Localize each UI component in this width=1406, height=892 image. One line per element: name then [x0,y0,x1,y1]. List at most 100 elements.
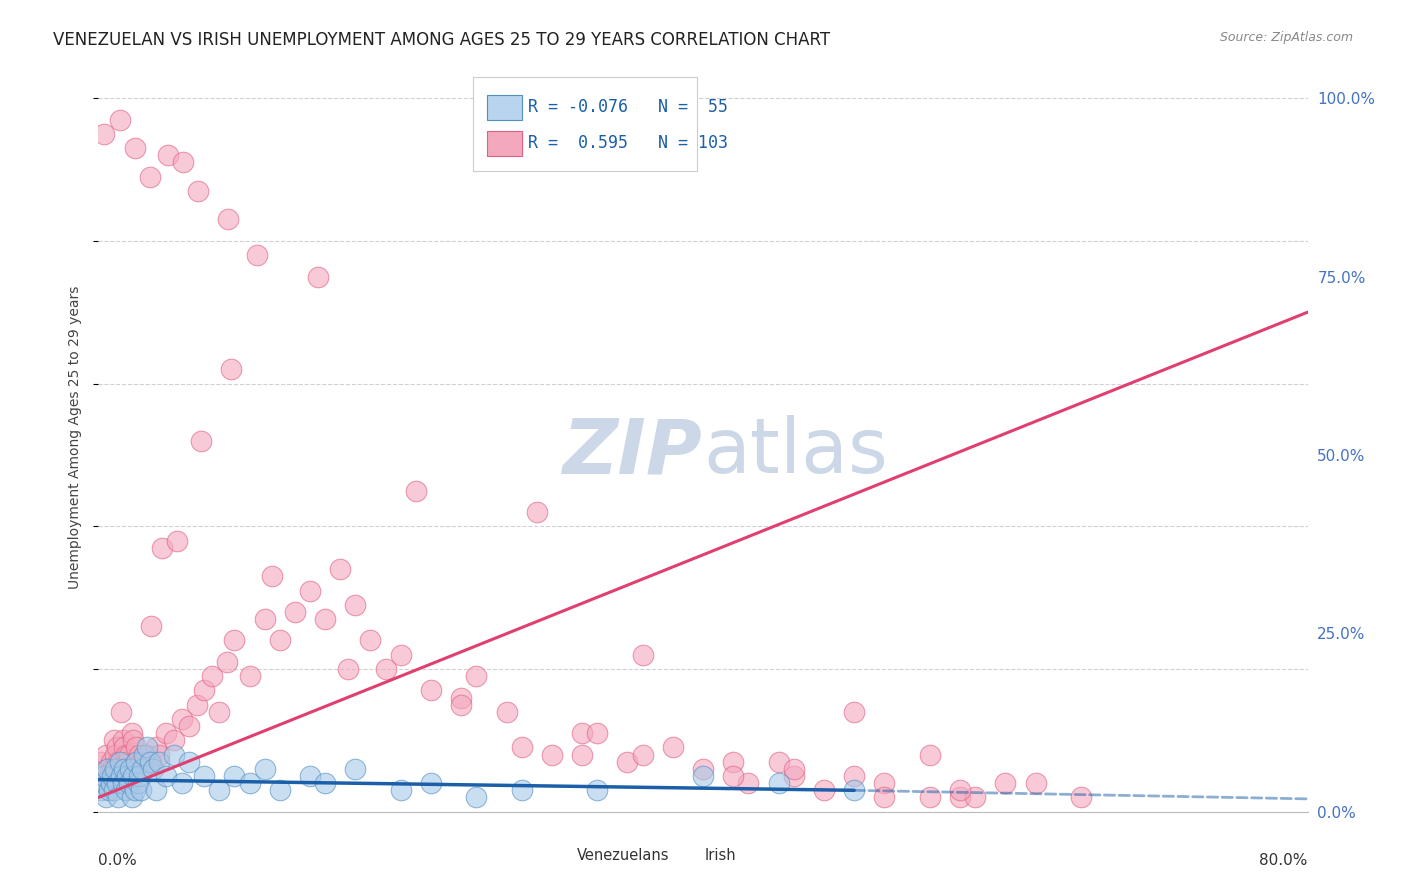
Text: Irish: Irish [704,847,735,863]
Point [145,740,167,755]
Point [131,762,153,776]
Point [965,790,987,805]
Text: ZIP: ZIP [564,415,703,489]
Point [155,726,177,740]
Point [314,776,336,790]
Point [111,776,134,790]
Point [124,141,146,155]
Point [344,762,367,776]
Point [94,747,117,762]
Point [420,776,443,790]
Point [122,769,145,783]
Point [100,755,122,769]
Point [132,762,155,776]
Point [571,747,593,762]
Text: Venezuelans: Venezuelans [578,847,669,863]
Point [723,755,745,769]
Point [114,747,136,762]
Point [465,669,488,683]
Point [405,483,427,498]
Point [336,662,359,676]
Point [215,655,238,669]
Point [239,669,262,683]
Point [510,740,533,755]
Point [141,755,163,769]
Point [193,769,215,783]
Point [179,755,201,769]
Point [193,683,215,698]
Point [128,747,150,762]
Point [115,755,138,769]
Point [224,769,246,783]
Point [107,790,129,805]
FancyBboxPatch shape [474,78,697,171]
Point [132,747,155,762]
Point [208,783,231,797]
Point [128,769,150,783]
Point [148,747,170,762]
Point [93,776,115,790]
Point [135,740,157,755]
Point [155,769,177,783]
Point [813,783,835,797]
Point [253,762,276,776]
Text: 0.0%: 0.0% [98,853,138,868]
Point [118,747,141,762]
Point [93,127,115,141]
Point [127,776,149,790]
Point [253,612,276,626]
Point [844,705,866,719]
Point [420,683,443,698]
Point [141,619,163,633]
Text: VENEZUELAN VS IRISH UNEMPLOYMENT AMONG AGES 25 TO 29 YEARS CORRELATION CHART: VENEZUELAN VS IRISH UNEMPLOYMENT AMONG A… [53,31,831,49]
Point [96,762,118,776]
Point [329,562,352,576]
Point [103,783,125,797]
Point [108,755,131,769]
Point [495,705,517,719]
Point [125,740,148,755]
Point [172,155,194,169]
Point [142,762,165,776]
Point [129,783,152,797]
Point [873,776,896,790]
Text: atlas: atlas [703,415,887,489]
Point [121,790,143,805]
Text: R =  0.595   N = 103: R = 0.595 N = 103 [527,134,728,152]
Point [103,733,125,747]
Point [98,769,121,783]
Point [150,541,173,555]
Point [208,705,231,719]
Point [221,362,243,376]
FancyBboxPatch shape [537,846,572,867]
Point [90,783,112,797]
Point [586,726,609,740]
Point [1024,776,1046,790]
Point [120,762,142,776]
Point [148,755,170,769]
Point [262,569,284,583]
Point [186,698,208,712]
Point [125,755,148,769]
Point [110,769,132,783]
Point [121,726,143,740]
Point [692,762,714,776]
Point [179,719,201,733]
Point [135,747,157,762]
Point [586,783,609,797]
Point [201,669,224,683]
Point [307,269,329,284]
Point [314,612,336,626]
Point [239,776,262,790]
Point [246,248,269,262]
FancyBboxPatch shape [664,846,699,867]
Point [299,769,322,783]
Point [360,633,382,648]
Point [571,726,593,740]
Point [994,776,1017,790]
Point [269,633,291,648]
Point [111,733,134,747]
Text: Source: ZipAtlas.com: Source: ZipAtlas.com [1219,31,1353,45]
Point [118,776,141,790]
Point [299,583,322,598]
